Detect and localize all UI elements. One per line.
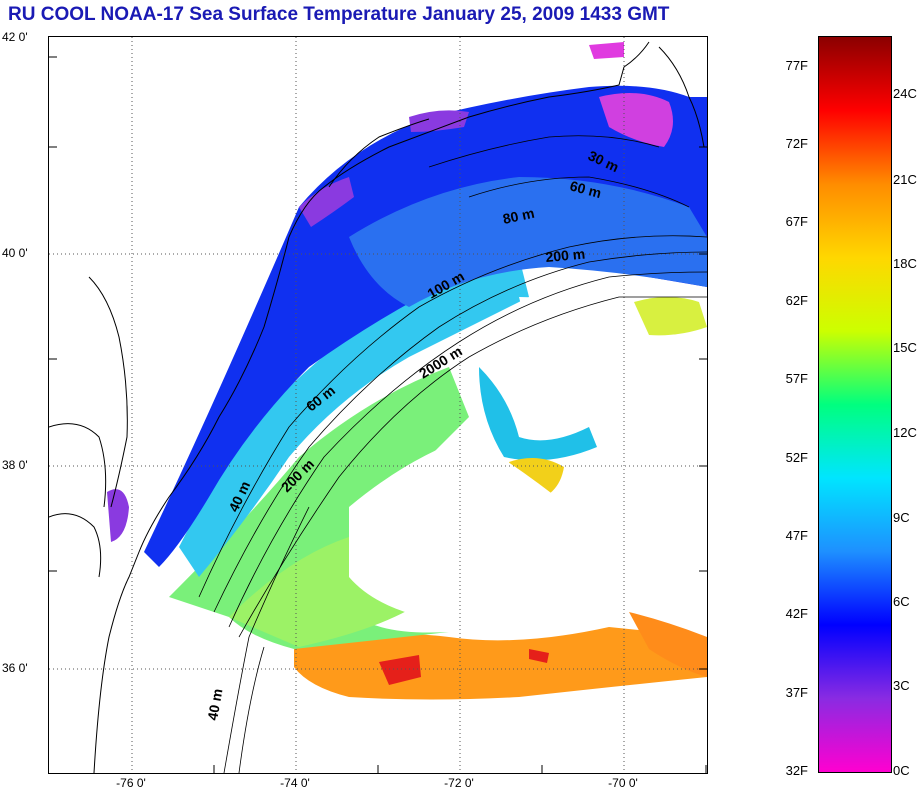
sst-map: 30 m 60 m 80 m 200 m 100 m 2000 m 60 m 2… — [48, 36, 708, 774]
sst-patch-magenta-ne — [599, 93, 673, 147]
colorbar-label-c: 18C — [893, 256, 917, 271]
contour-label: 200 m — [545, 246, 586, 265]
sst-patch-purple-bay — [107, 489, 129, 542]
sst-layer — [107, 42, 707, 700]
colorbar-label-c: 3C — [893, 678, 910, 693]
sst-patch-orange-east — [629, 612, 707, 677]
contour-label: 80 m — [501, 205, 536, 227]
sst-patch-yellow-east — [634, 297, 707, 336]
cloud-gap — [519, 297, 636, 397]
temperature-colorbar — [818, 36, 892, 773]
sst-patch-magenta-cape — [589, 42, 624, 59]
sst-map-canvas: 30 m 60 m 80 m 200 m 100 m 2000 m 60 m 2… — [49, 37, 707, 773]
sst-patch-teal-eddy — [479, 367, 597, 461]
colorbar-label-c: 6C — [893, 594, 910, 609]
colorbar-label-c: 24C — [893, 86, 917, 101]
cloud-gap — [349, 437, 609, 623]
coastline — [49, 41, 705, 773]
colorbar-label-c: 12C — [893, 425, 917, 440]
lat-label: 40 0' — [2, 246, 28, 260]
graticule — [49, 37, 707, 773]
sst-patch-cyan — [179, 257, 529, 577]
lon-label: -72 0' — [444, 776, 474, 790]
lon-label: -76 0' — [116, 776, 146, 790]
sst-patch-red-south — [379, 649, 549, 685]
sst-patch-midblue — [349, 177, 707, 307]
lat-label: 36 0' — [2, 661, 28, 675]
map-title: RU COOL NOAA-17 Sea Surface Temperature … — [8, 4, 670, 25]
colorbar-label-c: 21C — [893, 172, 917, 187]
colorbar-label-c: 0C — [893, 763, 910, 778]
sst-patch-green — [169, 367, 469, 649]
contour-label: 40 m — [204, 687, 225, 721]
lat-label: 38 0' — [2, 458, 28, 472]
sst-patch-purple-coast — [299, 110, 469, 227]
colorbar-label-c: 9C — [893, 510, 910, 525]
axis-ticks — [49, 56, 707, 773]
colorbar-label-c: 15C — [893, 340, 917, 355]
lon-label: -74 0' — [280, 776, 310, 790]
lat-label: 42 0' — [2, 30, 28, 44]
contour-label: 60 m — [568, 177, 603, 201]
bathymetry-contours — [198, 135, 707, 773]
lon-label: -70 0' — [608, 776, 638, 790]
